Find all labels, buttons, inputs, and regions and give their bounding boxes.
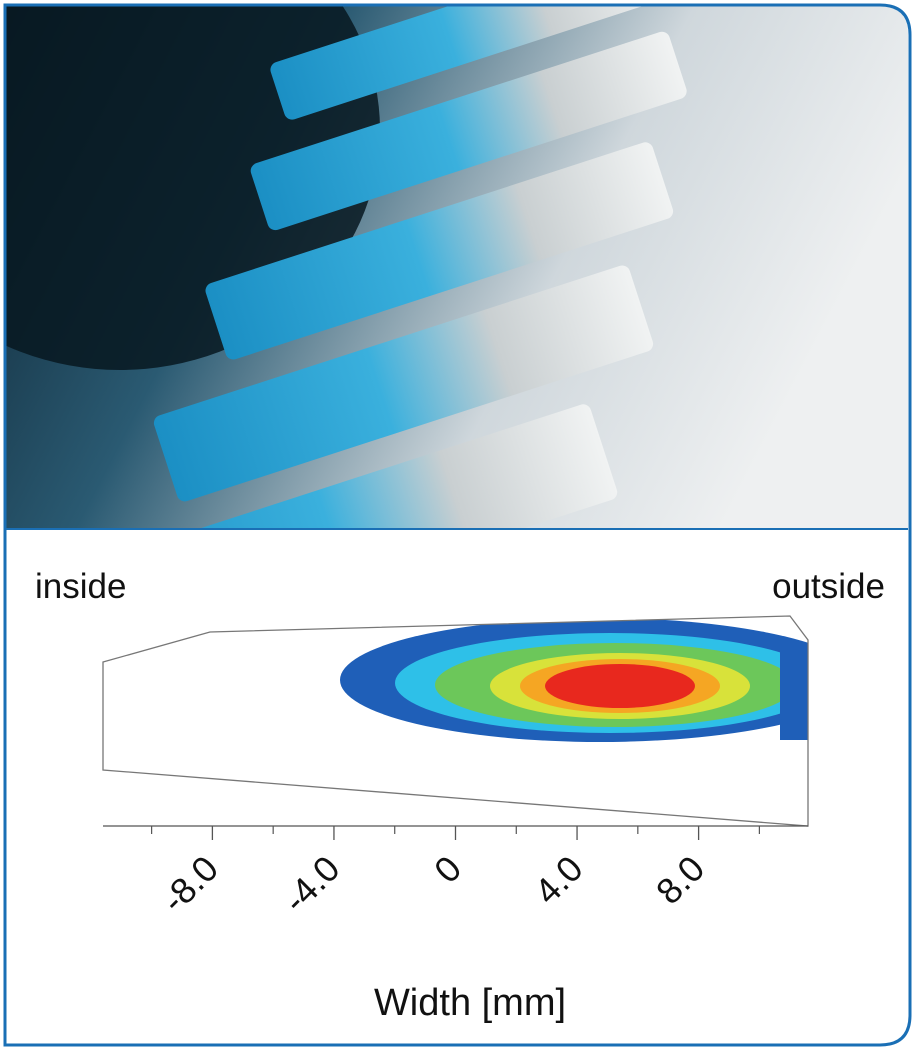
x-tick-label: 0 <box>426 848 469 891</box>
x-tick-label: -8.0 <box>153 848 226 921</box>
photo <box>6 6 908 528</box>
x-axis-label: Width [mm] <box>374 982 566 1024</box>
x-tick-label: 4.0 <box>526 848 590 912</box>
frame <box>3 3 912 1047</box>
x-tick-label: -4.0 <box>275 848 348 921</box>
contact-pattern <box>340 618 808 742</box>
x-tick-label: 8.0 <box>648 848 712 912</box>
right-label: outside <box>772 567 885 606</box>
tooth-outline <box>102 615 809 827</box>
left-label: inside <box>35 567 126 606</box>
